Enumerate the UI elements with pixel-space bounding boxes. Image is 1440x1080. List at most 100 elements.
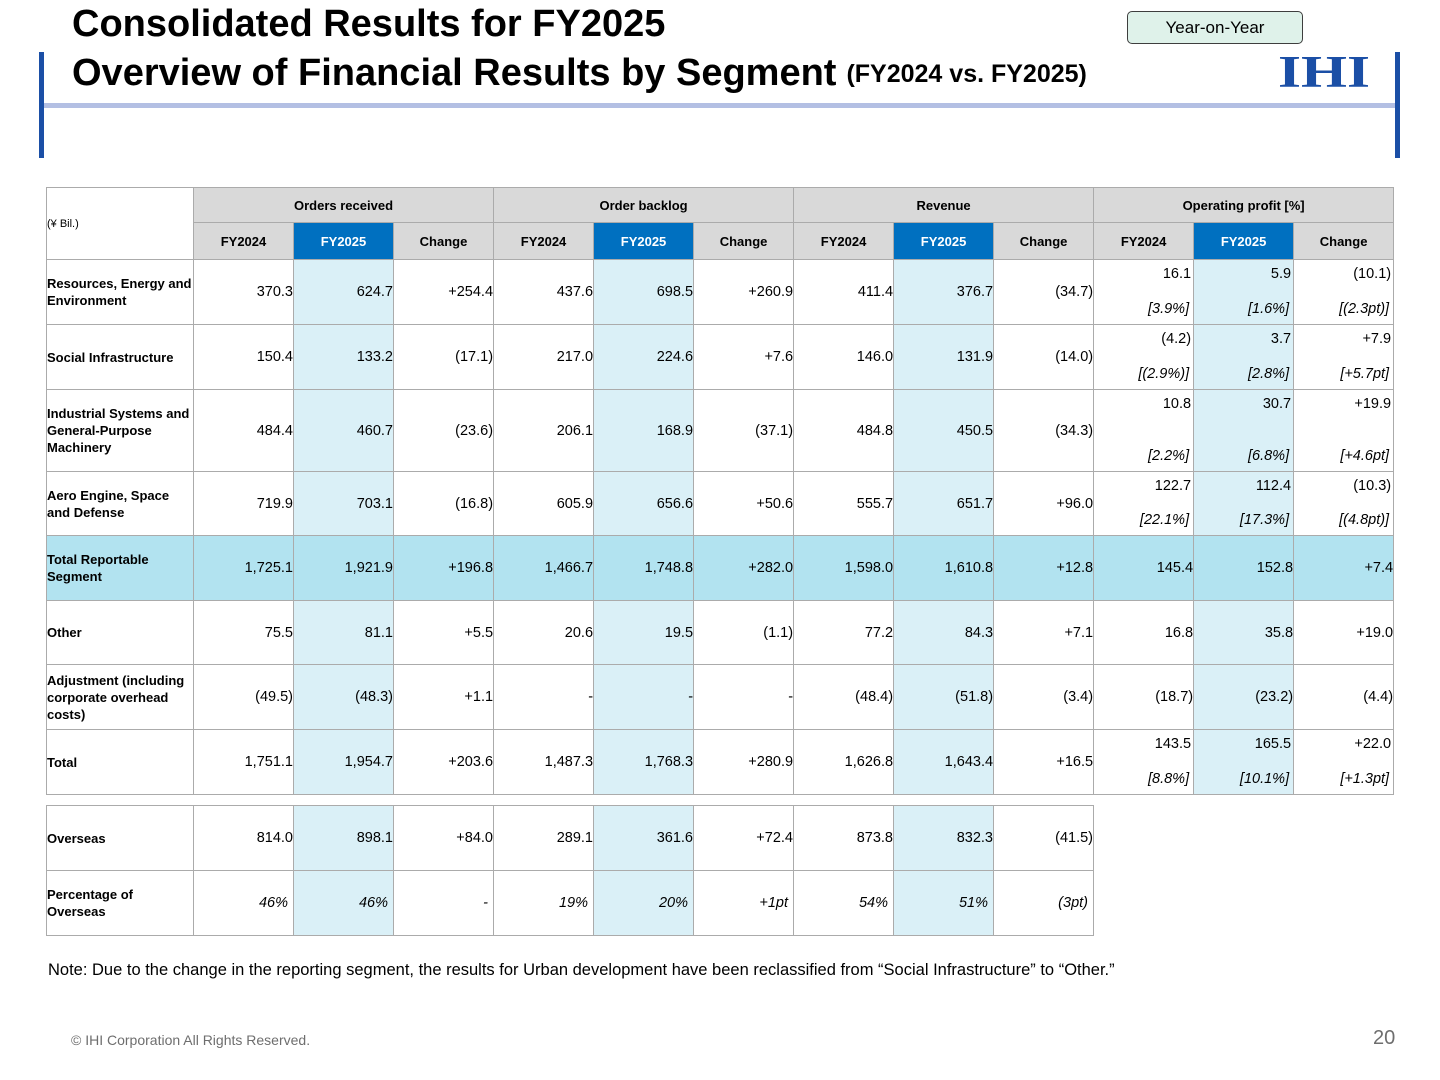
operating-margin-value: [8.8%] bbox=[1147, 771, 1190, 787]
operating-profit-value: (10.3) bbox=[1353, 478, 1392, 494]
operating-profit-cell: +22.0 [+1.3pt] bbox=[1293, 729, 1395, 795]
page-number: 20 bbox=[1373, 1027, 1396, 1049]
table-cell: 719.9 bbox=[193, 471, 294, 536]
operating-margin-value: [3.9%] bbox=[1147, 301, 1190, 317]
table-cell: +1pt bbox=[693, 870, 794, 936]
operating-profit-value: 165.5 bbox=[1254, 736, 1292, 752]
table-cell: 131.9 bbox=[893, 324, 995, 390]
table-row: Industrial Systems and General-Purpose M… bbox=[46, 389, 1395, 472]
group-header-operating-profit: Operating profit [%] bbox=[1093, 187, 1395, 223]
table-cell: 46% bbox=[193, 870, 294, 936]
table-cell: +254.4 bbox=[392, 259, 495, 325]
operating-profit-cell: 3.7 [2.8%] bbox=[1193, 324, 1295, 390]
operating-margin-value: [2.2%] bbox=[1147, 448, 1190, 464]
table-row: Adjustment (including corporate overhead… bbox=[46, 664, 1395, 730]
table-cell: +72.4 bbox=[693, 805, 794, 871]
row-label: Industrial Systems and General-Purpose M… bbox=[46, 389, 194, 472]
operating-profit-cell: 35.8 bbox=[1193, 600, 1295, 665]
row-label: Total Reportable Segment bbox=[46, 535, 194, 601]
table-cell: 1,610.8 bbox=[893, 535, 995, 601]
operating-profit-cell: (18.7) bbox=[1093, 664, 1195, 730]
table-cell: 450.5 bbox=[893, 389, 995, 472]
right-accent-bar bbox=[1395, 52, 1400, 158]
table-row: Percentage of Overseas 46% 46% -19% 20% +1pt 5… bbox=[46, 870, 1094, 936]
table-cell: 217.0 bbox=[493, 324, 595, 390]
col-header-fy2025: FY2025 bbox=[1193, 222, 1295, 260]
table-cell: 460.7 bbox=[293, 389, 394, 472]
table-row: Overseas 814.0 898.1 +84.0 289.1 361.6 +72.4 87… bbox=[46, 805, 1094, 871]
operating-profit-value: 122.7 bbox=[1154, 478, 1192, 494]
table-cell: - bbox=[493, 664, 595, 730]
table-cell: 370.3 bbox=[193, 259, 294, 325]
table-cell: 898.1 bbox=[293, 805, 394, 871]
table-cell: (48.4) bbox=[793, 664, 895, 730]
operating-profit-cell: 145.4 bbox=[1093, 535, 1195, 601]
segment-results-table: (¥ Bil.) Orders received Order backlog R… bbox=[46, 187, 1395, 795]
operating-profit-value: (4.2) bbox=[1161, 331, 1192, 347]
operating-margin-value: [(2.9%)] bbox=[1138, 366, 1190, 382]
operating-profit-cell: 112.4 [17.3%] bbox=[1193, 471, 1295, 536]
operating-margin-value: [6.8%] bbox=[1247, 448, 1290, 464]
table-cell: 1,598.0 bbox=[793, 535, 895, 601]
table-cell: 1,643.4 bbox=[893, 729, 995, 795]
table-cell: +7.1 bbox=[993, 600, 1095, 665]
table-cell: (49.5) bbox=[193, 664, 294, 730]
operating-profit-value: (10.1) bbox=[1353, 266, 1392, 282]
table-cell: (17.1) bbox=[392, 324, 495, 390]
col-header-fy2024: FY2024 bbox=[793, 222, 895, 260]
table-cell: 20% bbox=[593, 870, 694, 936]
table-cell: 656.6 bbox=[593, 471, 695, 536]
table-cell: 1,487.3 bbox=[493, 729, 595, 795]
table-cell: (3.4) bbox=[993, 664, 1095, 730]
table-cell: 54% bbox=[793, 870, 894, 936]
table-row: Social Infrastructure 150.4 133.2 (17.1) 217… bbox=[46, 324, 1395, 390]
operating-margin-value: [+5.7pt] bbox=[1340, 366, 1390, 382]
table-cell: +7.6 bbox=[693, 324, 795, 390]
table-cell: +280.9 bbox=[693, 729, 795, 795]
table-cell: +96.0 bbox=[993, 471, 1095, 536]
operating-profit-cell: 16.1 [3.9%] bbox=[1093, 259, 1195, 325]
operating-profit-value: 3.7 bbox=[1270, 331, 1292, 347]
operating-profit-value: 143.5 bbox=[1154, 736, 1192, 752]
operating-profit-cell: 165.5 [10.1%] bbox=[1193, 729, 1295, 795]
table-cell: (48.3) bbox=[293, 664, 394, 730]
table-cell: +196.8 bbox=[392, 535, 495, 601]
table-cell: 832.3 bbox=[893, 805, 994, 871]
table-cell: 75.5 bbox=[193, 600, 294, 665]
operating-profit-cell: 152.8 bbox=[1193, 535, 1295, 601]
operating-margin-value: [10.1%] bbox=[1239, 771, 1290, 787]
col-header-fy2024: FY2024 bbox=[493, 222, 595, 260]
operating-profit-cell: 16.8 bbox=[1093, 600, 1195, 665]
table-cell: - bbox=[393, 870, 494, 936]
table-cell: 605.9 bbox=[493, 471, 595, 536]
table-cell: 46% bbox=[293, 870, 394, 936]
operating-margin-value: [2.8%] bbox=[1247, 366, 1290, 382]
col-header-fy2025: FY2025 bbox=[893, 222, 995, 260]
table-cell: 150.4 bbox=[193, 324, 294, 390]
table-cell: +12.8 bbox=[993, 535, 1095, 601]
table-cell: 698.5 bbox=[593, 259, 695, 325]
table-cell: (1.1) bbox=[693, 600, 795, 665]
operating-profit-value: 30.7 bbox=[1262, 396, 1292, 412]
ihi-logo-text: IHI bbox=[1278, 50, 1370, 94]
operating-margin-value: [1.6%] bbox=[1247, 301, 1290, 317]
group-header-orders: Orders received bbox=[192, 187, 495, 223]
year-on-year-badge: Year-on-Year bbox=[1127, 11, 1303, 44]
table-cell: 81.1 bbox=[293, 600, 394, 665]
table-cell: - bbox=[693, 664, 795, 730]
table-cell: 84.3 bbox=[893, 600, 995, 665]
row-label: Adjustment (including corporate overhead… bbox=[46, 664, 194, 730]
col-header-change: Change bbox=[392, 222, 495, 260]
table-cell: 361.6 bbox=[593, 805, 694, 871]
operating-profit-cell: +19.0 bbox=[1293, 600, 1395, 665]
operating-profit-cell: 10.8 [2.2%] bbox=[1093, 389, 1195, 472]
row-label: Percentage of Overseas bbox=[46, 870, 194, 936]
table-cell: 624.7 bbox=[293, 259, 394, 325]
table-cell: 484.8 bbox=[793, 389, 895, 472]
operating-margin-value: [(4.8pt)] bbox=[1339, 512, 1390, 528]
table-cell: 1,466.7 bbox=[493, 535, 595, 601]
operating-profit-value: +22.0 bbox=[1354, 736, 1392, 752]
group-header-revenue: Revenue bbox=[793, 187, 1095, 223]
table-cell: 1,725.1 bbox=[193, 535, 294, 601]
operating-margin-value: [+1.3pt] bbox=[1340, 771, 1390, 787]
